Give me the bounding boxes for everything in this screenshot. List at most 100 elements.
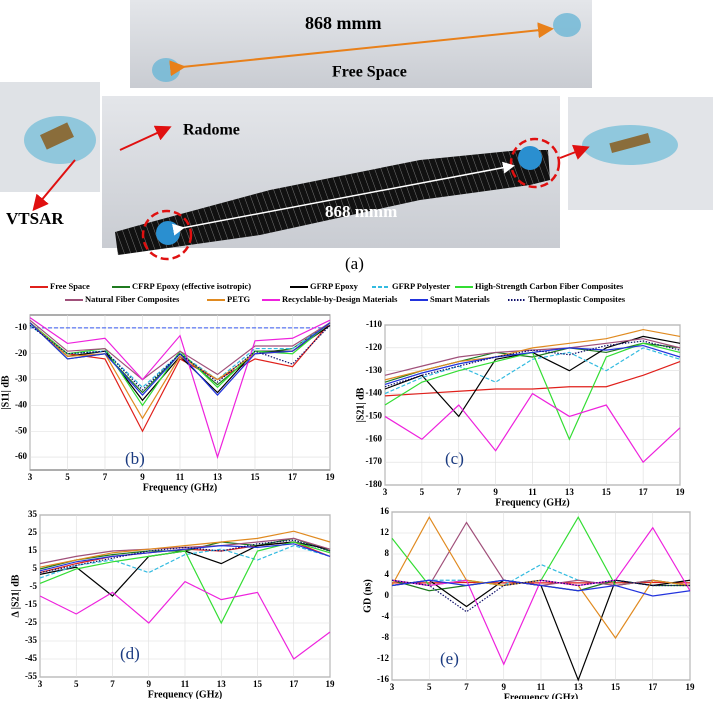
y-tick-label: -180 bbox=[366, 479, 383, 489]
panel-label: (d) bbox=[120, 644, 140, 663]
x-tick-label: 15 bbox=[253, 679, 263, 689]
y-tick-label: 8 bbox=[385, 548, 390, 558]
x-tick-label: 15 bbox=[251, 472, 261, 482]
x-tick-label: 17 bbox=[648, 682, 658, 692]
y-tick-label: -110 bbox=[366, 319, 383, 329]
legend-label: Free Space bbox=[50, 281, 90, 291]
y-tick-label: -15 bbox=[25, 599, 37, 609]
x-tick-label: 3 bbox=[390, 682, 395, 692]
x-tick-label: 9 bbox=[140, 472, 145, 482]
x-axis-label: Frequency (GHz) bbox=[504, 692, 579, 699]
legend-label: Natural Fiber Composites bbox=[85, 294, 180, 304]
x-axis-label: Frequency (GHz) bbox=[495, 497, 570, 508]
y-tick-label: 4 bbox=[385, 569, 390, 579]
y-tick-label: -140 bbox=[366, 388, 383, 398]
y-tick-label: -5 bbox=[30, 581, 38, 591]
antenna bbox=[152, 58, 180, 82]
y-tick-label: -8 bbox=[382, 632, 390, 642]
y-tick-label: -170 bbox=[366, 456, 383, 466]
y-tick-label: -25 bbox=[25, 617, 37, 627]
y-tick-label: -120 bbox=[366, 342, 383, 352]
y-tick-label: -16 bbox=[377, 674, 389, 684]
x-tick-label: 17 bbox=[639, 487, 649, 497]
y-tick-label: 0 bbox=[385, 590, 390, 600]
y-tick-label: -30 bbox=[15, 374, 27, 384]
y-tick-label: -160 bbox=[366, 433, 383, 443]
x-tick-label: 7 bbox=[457, 487, 462, 497]
x-tick-label: 11 bbox=[176, 472, 185, 482]
x-tick-label: 17 bbox=[288, 472, 298, 482]
annotation: 868 mmm bbox=[305, 13, 381, 33]
x-tick-label: 15 bbox=[602, 487, 612, 497]
y-tick-label: 5 bbox=[33, 563, 38, 573]
x-tick-label: 3 bbox=[383, 487, 388, 497]
panel-a: 868 mmm Free Space Radome VTSAR 868 mmm … bbox=[0, 0, 713, 273]
panel-label: (a) bbox=[345, 254, 364, 273]
y-axis-label: Δ |S21| dB bbox=[10, 574, 21, 617]
y-tick-label: 35 bbox=[28, 509, 38, 519]
x-tick-label: 11 bbox=[528, 487, 537, 497]
x-tick-label: 19 bbox=[326, 472, 336, 482]
x-tick-label: 3 bbox=[38, 679, 43, 689]
panel-label: (c) bbox=[445, 449, 464, 468]
chart: 35791113151719-60-50-40-30-20-10Frequenc… bbox=[0, 315, 335, 493]
y-tick-label: 15 bbox=[28, 545, 38, 555]
page: {"figure": {"free_space_distance": "868 … bbox=[0, 0, 713, 704]
x-axis-label: Frequency (GHz) bbox=[143, 482, 218, 493]
x-tick-label: 5 bbox=[420, 487, 425, 497]
legend-label: High-Strength Carbon Fiber Composites bbox=[475, 281, 624, 291]
x-tick-label: 7 bbox=[110, 679, 115, 689]
y-tick-label: 12 bbox=[380, 527, 390, 537]
x-tick-label: 13 bbox=[217, 679, 227, 689]
x-tick-label: 9 bbox=[147, 679, 152, 689]
x-tick-label: 9 bbox=[502, 682, 507, 692]
x-tick-label: 15 bbox=[611, 682, 621, 692]
y-tick-label: 25 bbox=[28, 527, 38, 537]
y-tick-label: -35 bbox=[25, 635, 37, 645]
legend-label: PETG bbox=[227, 294, 251, 304]
y-tick-label: -12 bbox=[377, 653, 389, 663]
y-tick-label: -55 bbox=[25, 671, 37, 681]
antenna bbox=[156, 221, 180, 245]
y-tick-label: -45 bbox=[25, 653, 37, 663]
annotation: Radome bbox=[183, 122, 240, 139]
y-axis-label: |S21| dB bbox=[355, 387, 366, 422]
annotation: Free Space bbox=[332, 64, 407, 81]
y-tick-label: -4 bbox=[382, 611, 390, 621]
x-tick-label: 9 bbox=[493, 487, 498, 497]
legend-label: GFRP Epoxy bbox=[310, 281, 359, 291]
x-tick-label: 7 bbox=[464, 682, 469, 692]
x-tick-label: 19 bbox=[326, 679, 336, 689]
legend-label: Recyclable-by-Design Materials bbox=[282, 294, 398, 304]
y-axis-label: GD (ns) bbox=[362, 579, 373, 613]
y-axis-label: |S11| dB bbox=[0, 375, 11, 409]
x-tick-label: 11 bbox=[181, 679, 190, 689]
x-tick-label: 13 bbox=[213, 472, 223, 482]
x-tick-label: 13 bbox=[574, 682, 584, 692]
legend-label: GFRP Polyester bbox=[392, 281, 451, 291]
x-tick-label: 7 bbox=[103, 472, 108, 482]
y-tick-label: -60 bbox=[15, 451, 27, 461]
x-tick-label: 19 bbox=[676, 487, 686, 497]
legend-label: Smart Materials bbox=[430, 294, 490, 304]
y-tick-label: -150 bbox=[366, 410, 383, 420]
y-tick-label: -40 bbox=[15, 399, 27, 409]
x-tick-label: 5 bbox=[427, 682, 432, 692]
series-line bbox=[392, 582, 690, 583]
x-axis-label: Frequency (GHz) bbox=[148, 689, 223, 699]
x-tick-label: 3 bbox=[28, 472, 33, 482]
antenna bbox=[553, 13, 581, 37]
y-tick-label: 16 bbox=[380, 506, 390, 516]
annotation: VTSAR bbox=[6, 209, 64, 228]
panel-label: (b) bbox=[125, 449, 145, 468]
x-tick-label: 17 bbox=[289, 679, 299, 689]
figure: 868 mmm Free Space Radome VTSAR 868 mmm … bbox=[0, 0, 713, 699]
x-tick-label: 19 bbox=[686, 682, 696, 692]
antenna bbox=[518, 146, 542, 170]
legend-label: CFRP Epoxy (effective isotropic) bbox=[132, 281, 251, 291]
x-tick-label: 5 bbox=[65, 472, 70, 482]
y-tick-label: -10 bbox=[15, 322, 27, 332]
